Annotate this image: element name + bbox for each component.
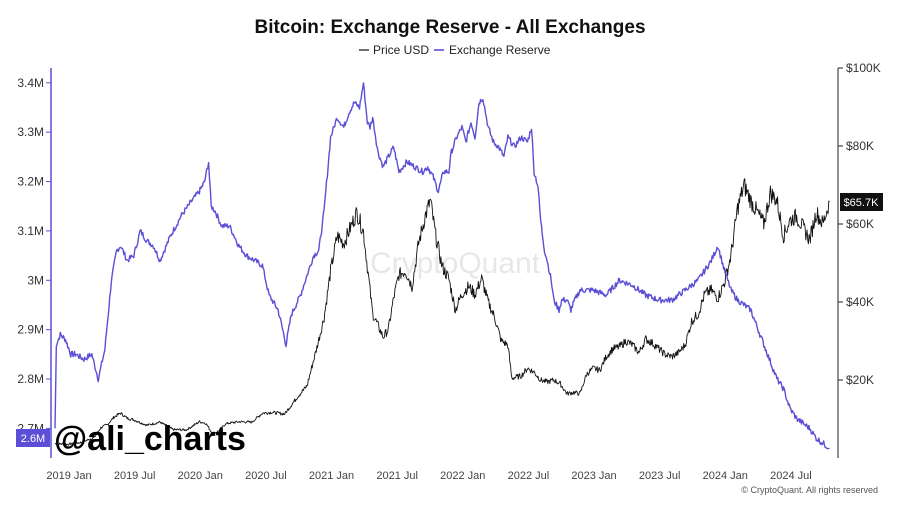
x-tick-label: 2022 Jul (508, 470, 550, 482)
left-tick-label: 3.2M (17, 175, 44, 189)
x-tick-label: 2021 Jul (376, 470, 418, 482)
x-tick-label: 2019 Jul (114, 470, 156, 482)
watermark: CryptoQuant (370, 247, 541, 280)
chart-title: Bitcoin: Exchange Reserve - All Exchange… (254, 17, 645, 38)
left-tick-label: 3.4M (17, 76, 44, 90)
author-handle: @ali_charts (54, 420, 246, 458)
left-tick-label: 2.9M (17, 323, 44, 337)
x-axis-ticks: 2019 Jan 2019 Jul 2020 Jan 2020 Jul 2021 Jan… (46, 470, 811, 482)
copyright-notice: © CryptoQuant. All rights reserved (741, 485, 878, 495)
right-tick-label: $100K (846, 61, 881, 75)
x-tick-label: 2022 Jan (440, 470, 485, 482)
x-tick-label: 2023 Jan (571, 470, 616, 482)
x-tick-label: 2024 Jan (703, 470, 748, 482)
right-axis-ticks: $100K $80K $60K $40K $20K (838, 61, 881, 387)
right-badge-label: $65.7K (844, 197, 880, 209)
left-current-value-badge: 2.6M (16, 429, 50, 447)
x-tick-label: 2024 Jul (770, 470, 812, 482)
exchange-reserve-line (54, 82, 830, 450)
left-tick-label: 2.8M (17, 372, 44, 386)
right-badge-bg (840, 193, 883, 211)
right-tick-label: $60K (846, 217, 874, 231)
left-tick-label: 3.3M (17, 125, 44, 139)
x-tick-label: 2021 Jan (309, 470, 354, 482)
x-tick-label: 2020 Jul (245, 470, 287, 482)
x-tick-label: 2019 Jan (46, 470, 91, 482)
left-badge-label: 2.6M (21, 433, 45, 445)
right-current-value-badge: $65.7K (840, 193, 883, 211)
right-tick-label: $20K (846, 373, 874, 387)
legend-price-label[interactable]: Price USD (373, 43, 429, 57)
x-tick-label: 2020 Jan (178, 470, 223, 482)
left-tick-label: 3.1M (17, 224, 44, 238)
left-tick-label: 3M (27, 273, 44, 287)
right-tick-label: $80K (846, 139, 874, 153)
legend-reserve-label[interactable]: Exchange Reserve (449, 43, 551, 57)
left-badge-bg (16, 429, 50, 447)
legend: Price USD Exchange Reserve (359, 43, 551, 57)
right-tick-label: $40K (846, 295, 874, 309)
x-tick-label: 2023 Jul (639, 470, 681, 482)
price-usd-line (54, 178, 830, 446)
